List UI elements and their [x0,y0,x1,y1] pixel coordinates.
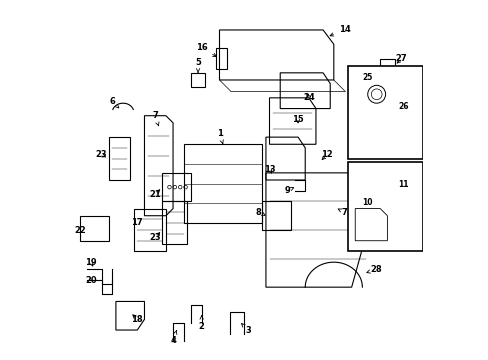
Text: 16: 16 [195,43,216,57]
Bar [347,162,422,251]
Text: 14: 14 [329,26,350,36]
Text: 23: 23 [149,233,161,242]
Text: 3: 3 [241,324,250,334]
Text: 20: 20 [85,275,97,284]
Text: 21: 21 [149,190,161,199]
Text: 22: 22 [74,225,86,234]
Bar [347,66,422,158]
Text: 19: 19 [85,258,97,267]
Text: 23: 23 [96,150,107,159]
Text: 12: 12 [320,150,332,159]
Text: 24: 24 [302,93,314,102]
Text: 6: 6 [109,97,119,108]
Text: 27: 27 [395,54,407,63]
Text: 26: 26 [397,102,408,111]
Text: 4: 4 [170,330,177,345]
Text: 11: 11 [397,180,408,189]
Text: 18: 18 [131,315,143,324]
Text: 25: 25 [362,73,372,82]
Bar [216,48,226,69]
Bar [380,59,394,69]
Bar [190,73,205,87]
Text: 10: 10 [362,198,372,207]
Text: 5: 5 [195,58,201,72]
Text: 13: 13 [263,165,275,174]
Text: 28: 28 [366,265,382,274]
Text: 9: 9 [284,186,293,195]
Text: 1: 1 [216,129,223,144]
Text: 17: 17 [131,219,143,228]
Text: 7: 7 [152,111,159,126]
Text: 15: 15 [292,115,304,124]
Text: 2: 2 [198,316,204,331]
Text: 8: 8 [255,208,264,217]
Text: 7: 7 [338,208,346,217]
